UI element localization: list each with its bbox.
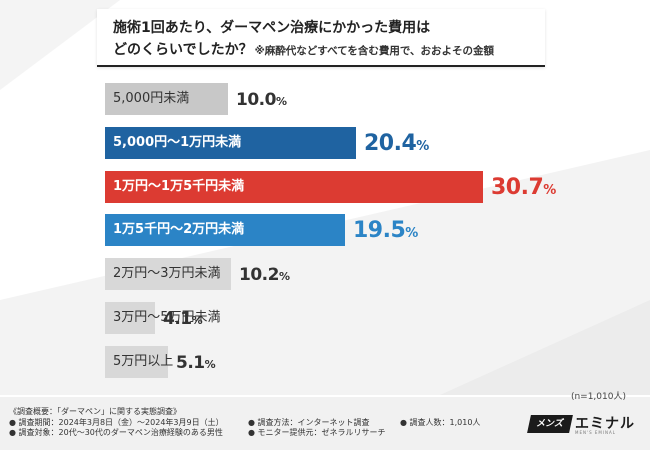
survey-method: ● 調査方法：インターネット調査 — [248, 417, 370, 427]
bar-label-1: 5,000円〜1万円未満 — [113, 135, 242, 150]
bar-value-number-0: 10.0 — [236, 90, 276, 110]
bar-0 — [105, 83, 228, 115]
bar-2 — [105, 171, 483, 203]
bar-value-unit-6: % — [204, 358, 216, 371]
question-title-line2-text: どのくらいでしたか？ — [113, 42, 253, 58]
bar-label-0: 5,000円未満 — [113, 91, 190, 106]
logo-sub: MEN'S EMINAL — [575, 430, 616, 435]
bar-value-number-4: 10.2 — [239, 265, 279, 285]
bar-value-number-2: 30.7 — [491, 175, 544, 200]
bar-value-3: 19.5% — [353, 214, 418, 246]
bar-label-6: 5万円以上 — [113, 354, 174, 369]
question-title-line1: 施術1回あたり、ダーマペン治療にかかった費用は — [113, 20, 431, 36]
survey-title: 《調査概要：「ダーマペン」に関する実態調査》 — [9, 407, 181, 416]
bar-value-unit-1: % — [416, 139, 429, 154]
bar-4 — [105, 258, 231, 290]
bar-6 — [105, 346, 168, 378]
bar-value-number-5: 4.1 — [163, 309, 192, 329]
bar-value-unit-2: % — [543, 183, 556, 198]
brand-logo: メンズ エミナル MEN'S EMINAL — [527, 413, 641, 437]
bar-label-4: 2万円〜3万円未満 — [113, 266, 221, 281]
bar-value-6: 5.1% — [176, 346, 216, 378]
footer-col-middle: ● 調査方法：インターネット調査 ● モニター提供元：ゼネラルリサーチ — [248, 418, 386, 439]
bar-value-unit-5: % — [191, 314, 203, 327]
bar-label-3: 1万5千円〜2万円未満 — [113, 222, 245, 237]
bar-label-2: 1万円〜1万5千円未満 — [113, 179, 245, 194]
survey-count: ● 調査人数：1,010人 — [400, 417, 481, 427]
bar-value-number-3: 19.5 — [353, 218, 406, 243]
footer-col-right: ● 調査人数：1,010人 — [400, 418, 480, 429]
question-title-line2: どのくらいでしたか？ ※麻酔代などすべてを含む費用で、おおよその金額 — [113, 39, 494, 59]
bar-value-unit-0: % — [275, 95, 287, 108]
sample-size-note: (n=1,010人) — [570, 392, 626, 402]
bar-value-2: 30.7% — [491, 171, 556, 203]
survey-monitor: ● モニター提供元：ゼネラルリサーチ — [248, 428, 386, 437]
question-title-box: 施術1回あたり、ダーマペン治療にかかった費用は どのくらいでしたか？ ※麻酔代など… — [97, 9, 545, 67]
bar-5 — [105, 302, 155, 334]
bar-1 — [105, 127, 356, 159]
bar-value-number-6: 5.1 — [176, 353, 205, 373]
bar-value-5: 4.1% — [163, 302, 203, 334]
survey-period: ● 調査期間：2024年3月8日（金）〜2024年3月9日（土） — [9, 417, 224, 427]
question-note: ※麻酔代などすべてを含む費用で、おおよその金額 — [254, 45, 495, 57]
bar-value-number-1: 20.4 — [364, 131, 417, 156]
logo-mens: メンズ — [527, 415, 573, 433]
bar-value-unit-4: % — [278, 270, 290, 283]
bar-value-4: 10.2% — [239, 258, 290, 290]
bar-3 — [105, 214, 345, 246]
bar-value-1: 20.4% — [364, 127, 429, 159]
survey-target: ● 調査対象：20代〜30代のダーマペン治療経験のある男性 — [9, 428, 223, 437]
survey-footer: 《調査概要：「ダーマペン」に関する実態調査》 ● 調査期間：2024年3月8日（… — [0, 404, 650, 450]
bar-label-5: 3万円〜5万円未満 — [113, 310, 221, 325]
logo-eminal: エミナル — [575, 416, 635, 432]
bar-value-unit-3: % — [405, 226, 418, 241]
bar-value-0: 10.0% — [236, 83, 287, 115]
footer-col-left: 《調査概要：「ダーマペン」に関する実態調査》 ● 調査期間：2024年3月8日（… — [9, 407, 224, 439]
